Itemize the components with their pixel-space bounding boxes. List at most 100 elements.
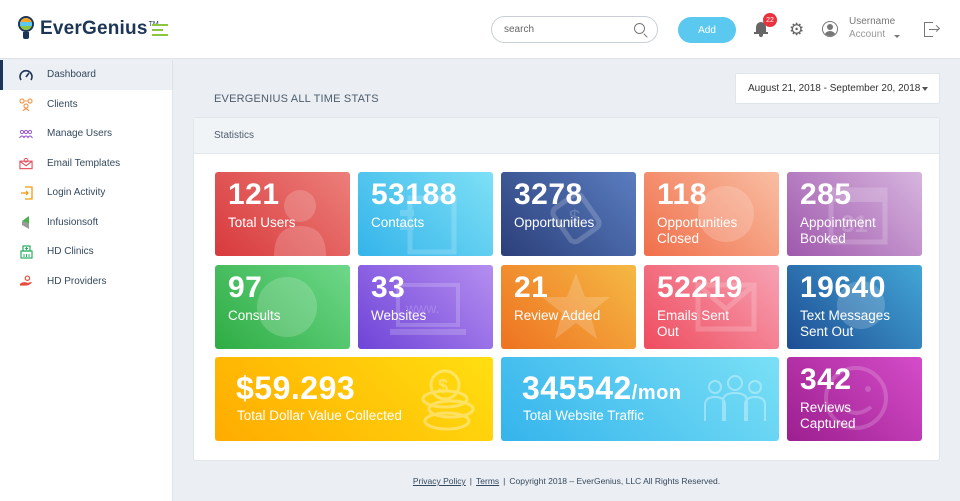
people-icon bbox=[704, 375, 766, 421]
stat-tile-dollar-value[interactable]: $ $59.293 Total Dollar Value Collected bbox=[215, 357, 493, 441]
hospital-icon bbox=[19, 245, 33, 259]
brand-name: EverGenius bbox=[40, 18, 148, 39]
sidebar-item-infusionsoft[interactable]: Infusionsoft bbox=[0, 208, 172, 238]
stat-label: Total Dollar Value Collected bbox=[237, 408, 402, 423]
stat-tile-websites[interactable]: www. 33 Websites bbox=[358, 265, 493, 349]
svg-text:$: $ bbox=[569, 207, 580, 229]
clients-icon bbox=[19, 98, 33, 111]
sidebar-item-manage-users[interactable]: Manage Users bbox=[0, 119, 172, 149]
stat-label: Review Added bbox=[514, 308, 601, 323]
provider-icon bbox=[19, 275, 33, 288]
sidebar-item-email-templates[interactable]: Email Templates bbox=[0, 149, 172, 179]
chevron-down-icon[interactable] bbox=[894, 35, 900, 38]
privacy-policy-link[interactable]: Privacy Policy bbox=[412, 476, 466, 486]
stat-value: 121 bbox=[228, 178, 280, 211]
search-input[interactable] bbox=[504, 24, 624, 35]
smiley-icon bbox=[824, 366, 888, 430]
svg-text:31: 31 bbox=[841, 211, 868, 238]
stat-tile-opportunities-closed[interactable]: 118 Opportunities Closed bbox=[644, 172, 779, 256]
chevron-down-icon bbox=[922, 87, 928, 91]
footer-separator: | bbox=[469, 476, 473, 486]
stat-label: Total Website Traffic bbox=[523, 408, 645, 423]
add-button[interactable]: Add bbox=[678, 17, 736, 43]
brand-logo[interactable]: EverGenius TM bbox=[18, 16, 159, 42]
notification-count-badge: 22 bbox=[763, 13, 777, 27]
stat-value: 118 bbox=[657, 178, 707, 211]
stat-value: 21 bbox=[514, 271, 549, 304]
coins-icon: $ bbox=[421, 369, 475, 431]
sidebar-item-clients[interactable]: Clients bbox=[0, 90, 172, 120]
date-range-value: August 21, 2018 - September 20, 2018 bbox=[748, 83, 921, 94]
sidebar-item-label: HD Clinics bbox=[47, 246, 94, 258]
menu-toggle-icon[interactable] bbox=[152, 24, 168, 36]
website-icon: www. bbox=[390, 283, 466, 335]
page-title: EVERGENIUS ALL TIME STATS bbox=[214, 93, 379, 105]
stat-label: Total Users bbox=[228, 215, 296, 230]
stat-value: 342 bbox=[800, 363, 852, 396]
user-icon bbox=[274, 190, 326, 256]
stat-tile-text-messages[interactable]: 19640 Text Messages Sent Out bbox=[787, 265, 922, 349]
stat-tile-emails-sent[interactable]: 52219 Emails Sent Out bbox=[644, 265, 779, 349]
stat-tile-total-users[interactable]: 121 Total Users bbox=[215, 172, 350, 256]
envelope-icon bbox=[695, 282, 757, 332]
chat-icon bbox=[837, 281, 885, 329]
stat-value: 345542/mon bbox=[522, 370, 682, 406]
sidebar-item-hd-clinics[interactable]: HD Clinics bbox=[0, 237, 172, 267]
notification-bell-icon[interactable] bbox=[754, 21, 768, 37]
login-icon bbox=[19, 186, 33, 200]
panel-title: Statistics bbox=[194, 118, 939, 154]
stat-tile-contacts[interactable]: 53188 Contacts bbox=[358, 172, 493, 256]
stat-label: Contacts bbox=[371, 215, 425, 230]
date-range-picker[interactable]: August 21, 2018 - September 20, 2018 bbox=[735, 73, 940, 104]
search-icon[interactable] bbox=[634, 23, 645, 34]
search-box bbox=[491, 16, 658, 43]
user-account-dropdown[interactable]: Account bbox=[849, 29, 886, 40]
stat-label: Appointment Booked bbox=[800, 215, 876, 246]
stat-label: Opportunities Closed bbox=[657, 215, 738, 246]
stat-tile-consults[interactable]: 97 Consults bbox=[215, 265, 350, 349]
logout-icon[interactable] bbox=[924, 22, 941, 38]
sidebar-item-dashboard[interactable]: Dashboard bbox=[0, 60, 172, 90]
check-icon bbox=[698, 186, 754, 242]
stat-value: 53188 bbox=[371, 178, 457, 211]
speedometer-icon bbox=[19, 68, 33, 81]
email-icon bbox=[19, 157, 33, 170]
stat-value: 97 bbox=[228, 271, 263, 304]
sidebar-item-label: Login Activity bbox=[47, 187, 106, 199]
stat-value: 33 bbox=[371, 271, 406, 304]
sidebar-item-login-activity[interactable]: Login Activity bbox=[0, 178, 172, 208]
stat-label: Websites bbox=[371, 308, 427, 323]
user-name[interactable]: Username bbox=[849, 16, 896, 27]
contacts-icon bbox=[400, 195, 457, 255]
stat-label: Emails Sent Out bbox=[657, 308, 730, 339]
stat-tile-review-added[interactable]: 21 Review Added bbox=[501, 265, 636, 349]
lightbulb-logo-icon bbox=[18, 16, 34, 42]
stat-tile-appointment-booked[interactable]: 31 285 Appointment Booked bbox=[787, 172, 922, 256]
sidebar-item-hd-providers[interactable]: HD Providers bbox=[0, 267, 172, 297]
stat-value-number: 345542 bbox=[522, 370, 632, 406]
stat-value: 52219 bbox=[657, 271, 743, 304]
gear-icon[interactable]: ⚙ bbox=[789, 20, 805, 39]
sidebar: Dashboard Clients Manage Users Email Tem… bbox=[0, 60, 173, 501]
copyright-text: Copyright 2018 – EverGenius, LLC All Rig… bbox=[509, 476, 721, 486]
stat-label: Reviews Captured bbox=[800, 400, 856, 431]
sidebar-item-label: Manage Users bbox=[47, 128, 113, 140]
svg-text:$: $ bbox=[438, 376, 448, 396]
stat-label: Text Messages Sent Out bbox=[800, 308, 891, 339]
terms-link[interactable]: Terms bbox=[476, 476, 500, 486]
stat-tile-website-traffic[interactable]: 345542/mon Total Website Traffic bbox=[501, 357, 779, 441]
avatar-icon[interactable] bbox=[822, 21, 838, 37]
stat-label: Consults bbox=[228, 308, 281, 323]
sidebar-item-label: Clients bbox=[47, 98, 78, 110]
footer: Privacy Policy | Terms | Copyright 2018 – Ev… bbox=[0, 476, 960, 486]
stat-label: Opportunities bbox=[514, 215, 595, 230]
sidebar-item-label: Dashboard bbox=[47, 69, 96, 81]
sidebar-item-label: Email Templates bbox=[47, 157, 121, 169]
stat-tile-reviews-captured[interactable]: 342 Reviews Captured bbox=[787, 357, 922, 441]
stat-value: $59.293 bbox=[236, 370, 356, 406]
svg-text:www.: www. bbox=[405, 300, 439, 316]
stat-value: 19640 bbox=[800, 271, 886, 304]
footer-separator: | bbox=[503, 476, 506, 486]
money-icon: $ bbox=[550, 191, 602, 245]
stat-tile-opportunities[interactable]: $ 3278 Opportunities bbox=[501, 172, 636, 256]
